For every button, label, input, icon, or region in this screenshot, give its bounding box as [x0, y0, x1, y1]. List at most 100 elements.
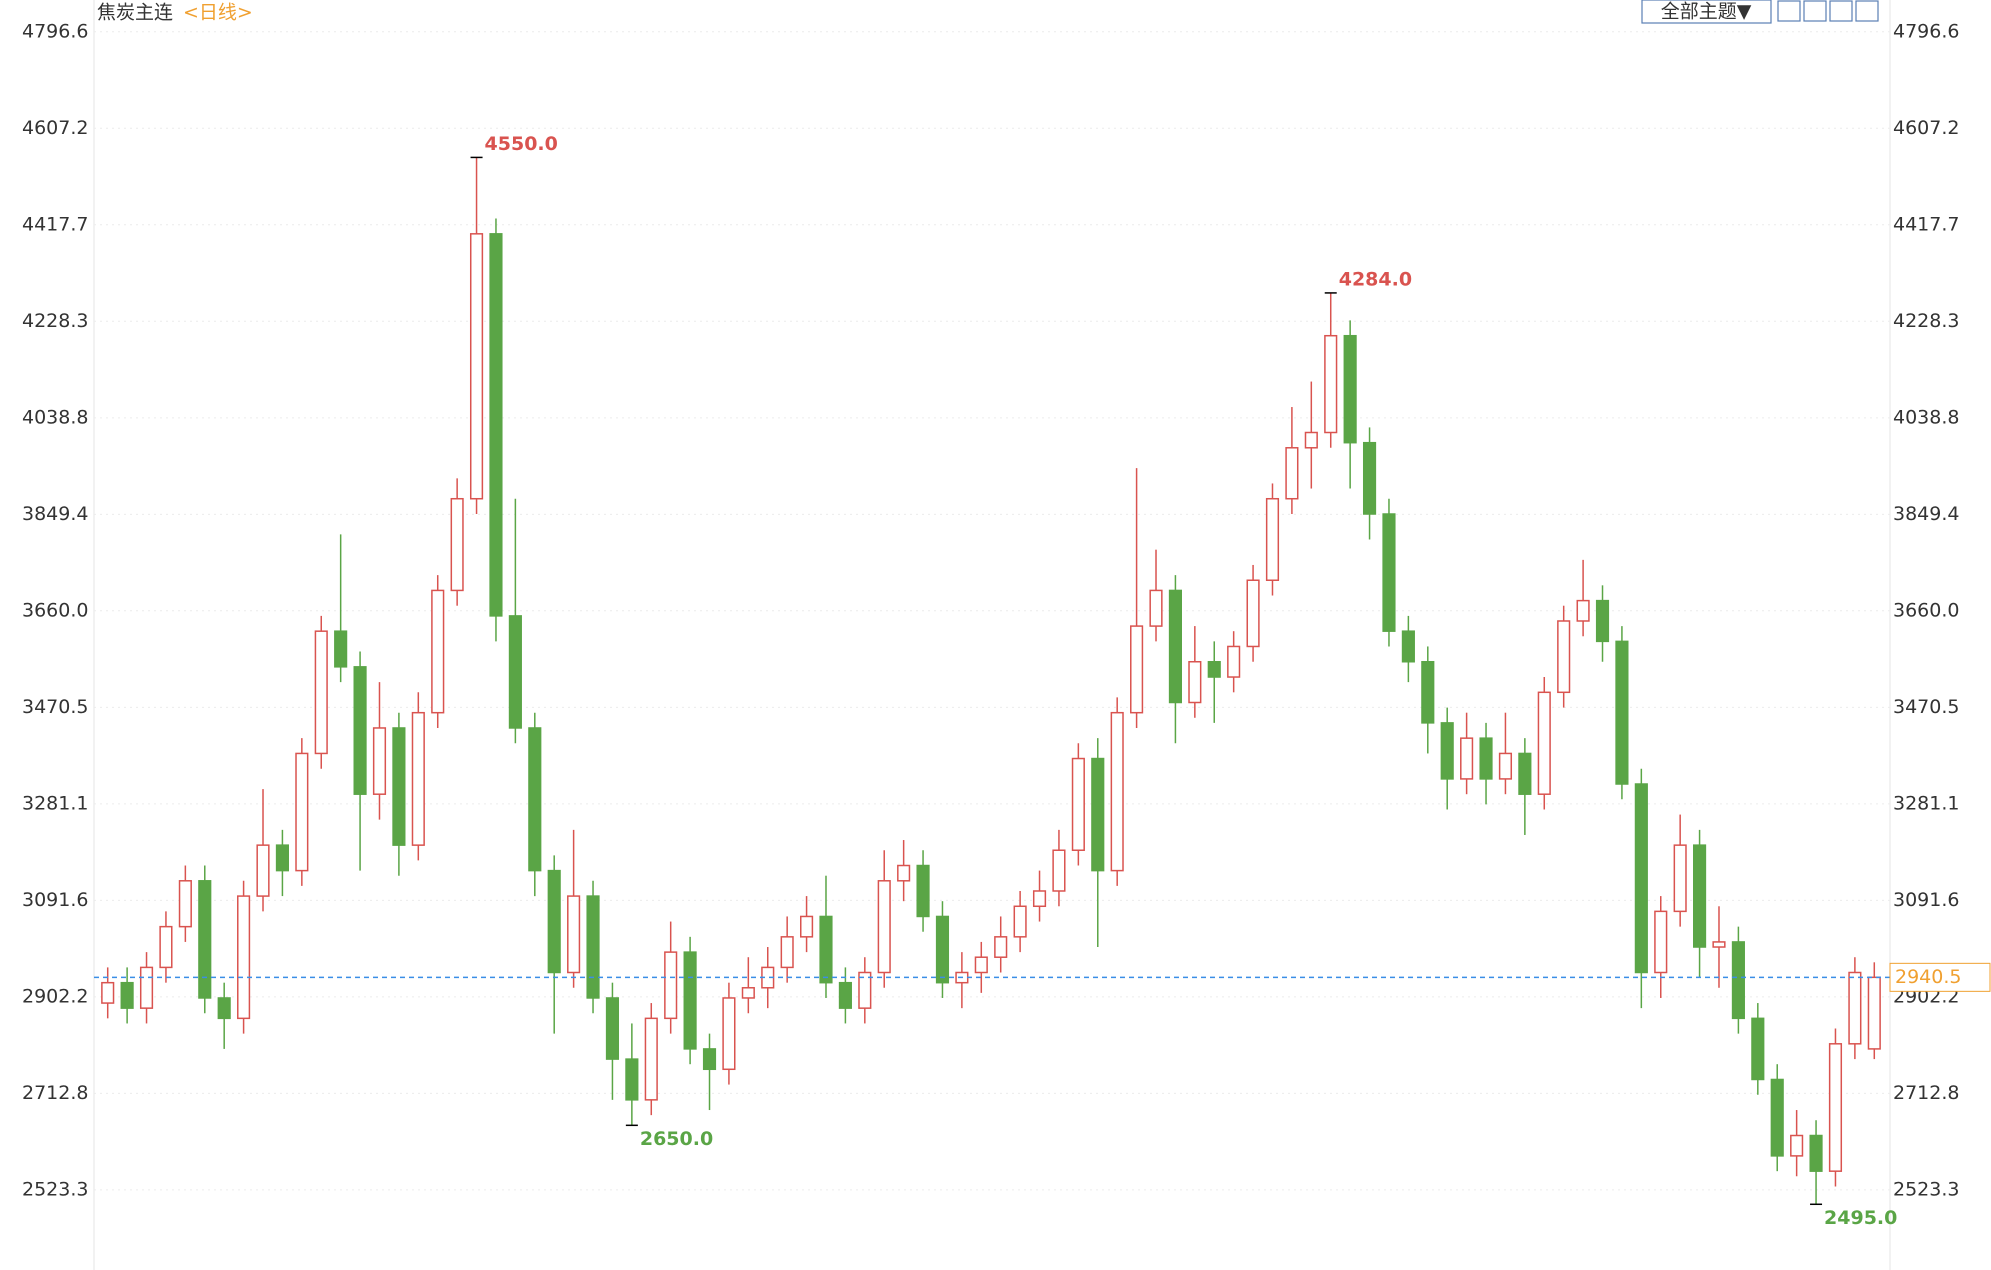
candle-body: [1130, 625, 1144, 714]
y2-tick-label: 2523.3: [1893, 1178, 1959, 1200]
candle-body: [159, 925, 173, 969]
candle-body: [1110, 711, 1124, 872]
icon-button[interactable]: [1855, 0, 1879, 22]
y2-tick-label: 4796.6: [1893, 20, 1959, 42]
candle-body: [120, 981, 134, 1009]
candle-body: [1382, 513, 1396, 632]
last-price-label: 2940.5: [1895, 966, 1961, 988]
candle-body: [1168, 589, 1182, 704]
candle-body: [722, 997, 736, 1071]
y2-tick-label: 3091.6: [1893, 889, 1959, 911]
y2-tick-label: 3470.5: [1893, 696, 1959, 718]
y2-tick-label: 3281.1: [1893, 792, 1959, 814]
candle-body: [1479, 737, 1493, 780]
candle-body: [1712, 941, 1726, 948]
candle-body: [198, 880, 212, 999]
candle-body: [1673, 844, 1687, 913]
candle-body: [741, 987, 755, 999]
candle-body: [528, 727, 542, 872]
candle-body: [1576, 599, 1590, 622]
candle-body: [256, 844, 270, 897]
candle-body: [314, 630, 328, 755]
icon-button[interactable]: [1803, 0, 1827, 22]
candle-body: [1188, 660, 1202, 704]
candle-body: [392, 727, 406, 846]
candle-body: [1693, 844, 1707, 948]
candle-body: [1071, 757, 1085, 851]
candle-body: [819, 915, 833, 984]
candle-body: [1032, 890, 1047, 908]
candle-body: [1149, 589, 1163, 627]
candle-body: [605, 997, 620, 1060]
icon-button[interactable]: [1777, 0, 1801, 22]
y2-tick-label: 4417.7: [1893, 213, 1959, 235]
period-label[interactable]: <日线>: [183, 2, 253, 24]
candle-body: [1362, 441, 1377, 515]
candle-body: [1440, 722, 1454, 780]
extreme-label: 2495.0: [1824, 1207, 1897, 1229]
candle-body: [1751, 1017, 1765, 1081]
y2-tick-label: 3849.4: [1893, 503, 1959, 525]
extreme-label: 4284.0: [1339, 268, 1412, 290]
y-tick-label: 4038.8: [22, 406, 88, 428]
candle-body: [1634, 783, 1648, 974]
y2-tick-label: 4228.3: [1893, 310, 1959, 332]
candle-body: [334, 630, 348, 668]
y-tick-label: 2902.2: [22, 985, 88, 1007]
y-tick-label: 3470.5: [22, 696, 88, 718]
candle-body: [372, 727, 387, 795]
candle-body: [877, 880, 891, 974]
candle-body: [275, 844, 289, 872]
candle-body: [858, 971, 872, 1009]
candle-body: [217, 997, 231, 1020]
candle-body: [838, 981, 852, 1009]
y-tick-label: 3660.0: [22, 599, 88, 621]
theme-button-label[interactable]: 全部主题▼: [1661, 1, 1752, 23]
candle-body: [935, 915, 950, 984]
candle-body: [1498, 752, 1513, 780]
y-tick-label: 2712.8: [22, 1082, 88, 1104]
candle-body: [780, 936, 794, 969]
candle-body: [450, 497, 464, 592]
y-tick-label: 3281.1: [22, 792, 88, 814]
candle-body: [237, 895, 251, 1020]
candle-body: [1654, 910, 1668, 974]
candle-body: [1867, 976, 1881, 1050]
y2-tick-label: 4038.8: [1893, 406, 1959, 428]
candle-body: [625, 1058, 639, 1101]
candle-body: [1828, 1043, 1843, 1172]
y-tick-label: 3849.4: [22, 503, 88, 525]
last-price-box: [1889, 962, 1991, 992]
candle-body: [1421, 660, 1435, 724]
candle-body: [1246, 579, 1260, 648]
theme-button[interactable]: [1641, 0, 1772, 24]
candle-body: [431, 589, 445, 714]
candle-body: [1731, 941, 1745, 1020]
candle-body: [800, 915, 814, 938]
candle-body: [295, 752, 309, 872]
y-tick-label: 2523.3: [22, 1178, 88, 1200]
candle-body: [1848, 971, 1862, 1045]
candle-body: [1401, 630, 1415, 663]
candle-body: [644, 1017, 658, 1101]
candle-body: [1518, 752, 1532, 795]
candle-body: [1790, 1134, 1804, 1157]
candle-body: [994, 936, 1008, 958]
candle-body: [683, 951, 697, 1050]
candle-body: [586, 895, 600, 999]
candle-body: [1537, 691, 1551, 795]
extreme-label: 2650.0: [640, 1128, 713, 1150]
candle-body: [1324, 334, 1338, 434]
candle-body: [1595, 599, 1610, 643]
candle-body: [1013, 905, 1027, 938]
candle-body: [1207, 660, 1221, 678]
candle-body: [178, 880, 192, 928]
candle-body: [469, 233, 484, 500]
candle-body: [1052, 849, 1066, 892]
y-tick-label: 3091.6: [22, 889, 88, 911]
icon-button[interactable]: [1829, 0, 1853, 22]
extreme-label: 4550.0: [485, 133, 558, 155]
candle-body: [1285, 447, 1299, 500]
